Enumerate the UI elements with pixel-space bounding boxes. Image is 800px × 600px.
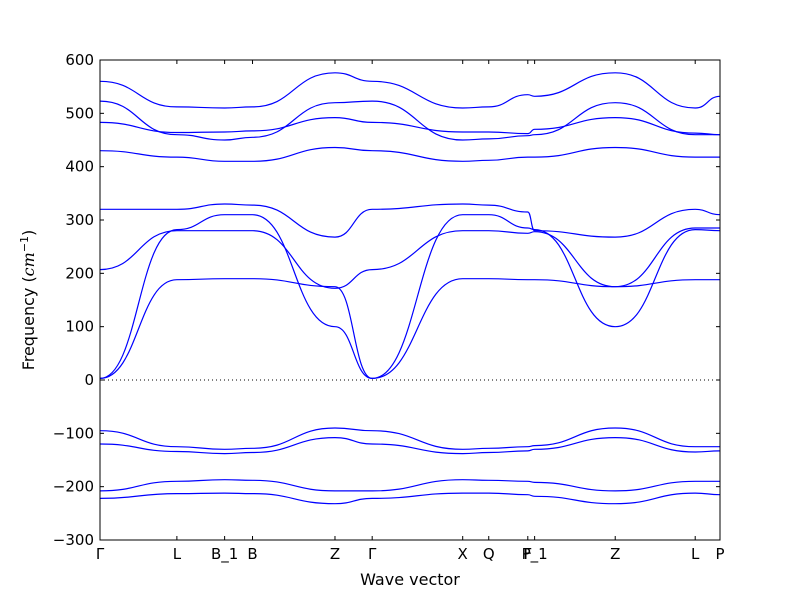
y-tick-label: 500	[65, 104, 94, 122]
x-tick-label: L	[173, 545, 182, 563]
y-tick-label: −300	[53, 531, 94, 549]
band-5	[100, 146, 720, 162]
x-tick-label: B_1	[211, 545, 238, 564]
y-axis-label-suffix: )	[19, 230, 38, 236]
band-7	[100, 100, 720, 141]
x-tick-label: Γ	[368, 545, 377, 563]
x-tick-label: Z	[330, 545, 340, 563]
x-tick-label: X	[458, 545, 468, 563]
series-layer	[100, 72, 720, 505]
y-tick-label: −100	[53, 424, 94, 442]
y-tick-label: 400	[65, 158, 94, 176]
x-tick-label: Z	[610, 545, 620, 563]
x-tick-label: F	[523, 545, 532, 563]
band-4	[100, 203, 720, 238]
band-10	[100, 436, 720, 455]
x-axis-label: Wave vector	[360, 570, 460, 589]
band-9	[100, 427, 720, 450]
band-6	[100, 116, 720, 136]
y-axis-label-unit: cm	[19, 252, 38, 276]
band-8	[100, 72, 720, 109]
band-1	[100, 214, 720, 380]
y-tick-label: 100	[65, 318, 94, 336]
y-axis-label-exponent: −1	[18, 236, 31, 252]
y-axis-label: Frequency (cm−1)	[18, 230, 38, 371]
y-tick-layer: −300 −200 −100 0 100 200 300 400 500 600	[53, 51, 720, 549]
band-11	[100, 479, 720, 492]
band-12	[100, 492, 720, 505]
y-tick-label: 300	[65, 211, 94, 229]
y-axis-label-prefix: Frequency (	[19, 276, 38, 370]
y-tick-label: −200	[53, 478, 94, 496]
x-tick-label: P	[715, 545, 724, 563]
x-tick-label: Γ	[96, 545, 105, 563]
x-tick-label: L	[691, 545, 700, 563]
plot-frame	[99, 59, 721, 541]
y-tick-label: 600	[65, 51, 94, 69]
band-3	[100, 227, 720, 289]
y-tick-label: 0	[84, 371, 94, 389]
x-tick-label: Q	[483, 545, 495, 563]
y-tick-label: 200	[65, 264, 94, 282]
x-tick-label: B	[247, 545, 257, 563]
x-tick-label: P_1	[522, 545, 548, 564]
